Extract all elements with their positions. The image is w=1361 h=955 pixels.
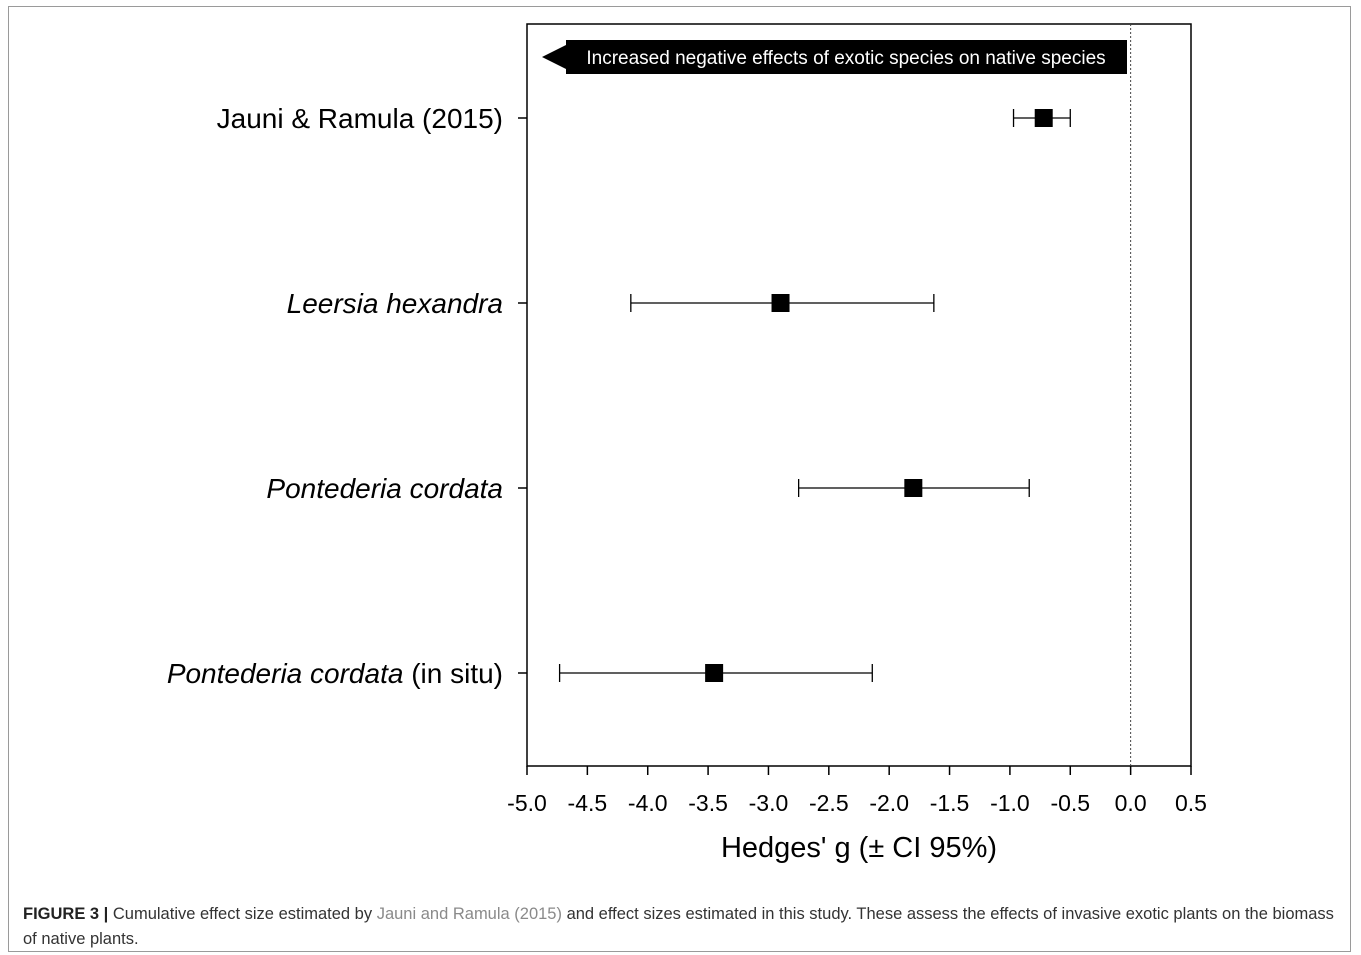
category-label-suffix: Jauni & Ramula (2015) [217,103,503,134]
category-label: Pontederia cordata [266,473,503,504]
estimate-marker [771,294,790,312]
estimate-marker [705,664,724,682]
category-label: Pontederia cordata (in situ) [167,658,503,689]
x-tick-label: -3.0 [749,790,789,816]
estimate-marker [904,479,923,497]
caption-reference-link[interactable]: Jauni and Ramula (2015) [376,905,562,923]
estimate-marker [1034,109,1053,127]
category-label: Leersia hexandra [287,288,503,319]
figure-frame [8,6,1351,952]
category-label-italic: Pontederia cordata [167,658,404,689]
caption-text-after: and effect sizes estimated in this study… [23,905,1334,948]
x-tick-label: -5.0 [507,790,547,816]
category-label-suffix: (in situ) [403,658,503,689]
plot-area-border [526,23,1192,767]
category-label-italic: Leersia hexandra [287,288,503,319]
forest-plot: -5.0 -4.5 -4.0 -3.5 -3.0 -2.5 -2.0 -1.5 -1.0 -0.5… [167,23,1207,864]
x-tick-label: -4.5 [568,790,608,816]
category-label-italic: Pontederia cordata [266,473,503,504]
x-tick-label: -0.5 [1050,790,1090,816]
annotation-banner: Increased negative effects of exotic spe… [542,40,1127,74]
x-tick-label: -4.0 [628,790,668,816]
x-tick-label: 0.5 [1175,790,1207,816]
annotation-text: Increased negative effects of exotic spe… [586,48,1105,69]
x-axis-title: Hedges' g (± CI 95%) [721,832,997,864]
x-tick-label: -3.5 [688,790,728,816]
figure-label: FIGURE 3 | [23,905,109,923]
x-tick-label: -1.0 [990,790,1030,816]
x-tick-label: -2.5 [809,790,849,816]
figure-caption: FIGURE 3 | Cumulative effect size estima… [23,902,1343,952]
category-label: Jauni & Ramula (2015) [217,103,503,134]
left-arrow-icon [542,45,566,69]
x-tick-label: 0.0 [1115,790,1147,816]
annotation-banner-box [566,40,1127,74]
x-tick-label: -2.0 [869,790,909,816]
x-tick-label: -1.5 [930,790,970,816]
caption-text-before: Cumulative effect size estimated by [108,905,377,923]
